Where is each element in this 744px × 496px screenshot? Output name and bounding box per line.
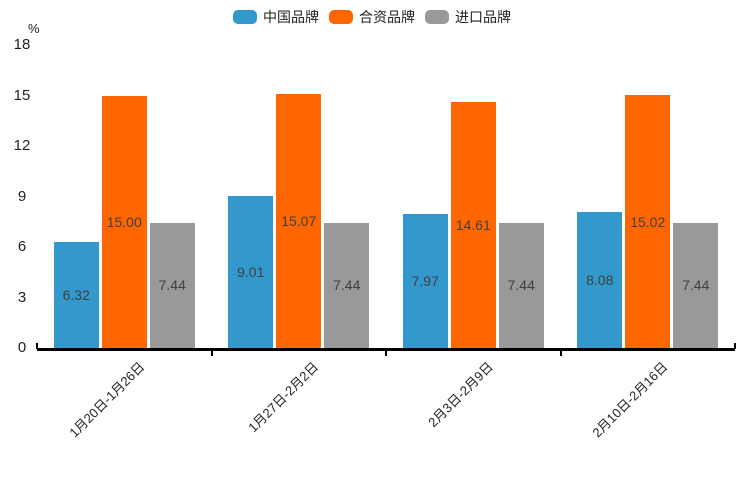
x-tick-label: 2月3日-2月9日 [425,359,496,431]
y-tick-label: 0 [17,339,27,356]
x-tick-label: 2月10日-2月16日 [589,359,671,441]
bar-value-label: 6.32 [62,286,90,303]
legend-item-1[interactable]: 合资品牌 [329,10,415,24]
legend-label: 合资品牌 [359,9,415,25]
bar-value-label: 15.07 [281,213,317,230]
bar-value-label: 8.08 [586,272,614,288]
bar-value-label: 9.01 [237,264,265,281]
bar-s0-g0: 6.32 [53,241,99,348]
x-axis-tick [210,351,213,356]
x-axis-left-cap [36,343,38,349]
bar-s2-g2: 7.44 [498,222,544,348]
bar-value-label: 7.44 [507,277,535,294]
bar-s2-g3: 7.44 [673,222,719,348]
bar-value-label: 7.44 [333,277,361,294]
bar-s1-g1: 15.07 [276,94,322,348]
legend-item-0[interactable]: 中国品牌 [233,10,319,24]
x-axis-tick [385,351,387,356]
bar-s0-g3: 8.08 [577,212,623,348]
bar-value-label: 7.44 [158,277,186,294]
legend: 中国品牌 合资品牌 进口品牌 [0,10,744,24]
y-tick-label: 12 [13,137,31,154]
bar-s0-g2: 7.97 [402,213,448,348]
bar-s0-g1: 9.01 [228,196,274,348]
x-axis-right-cap [734,343,736,349]
y-tick-label: 9 [17,187,27,205]
plot-area: 6.32 15.00 7.44 9.01 15.07 7.44 7.97 14.61 7.44 8… [36,45,736,356]
bar-s2-g0: 7.44 [149,222,195,348]
bar-value-label: 15.02 [630,213,666,230]
x-tick-label: 1月20日-1月26日 [65,359,147,441]
legend-swatch-icon [233,10,257,24]
bar-value-label: 14.61 [455,217,491,234]
bar-s1-g3: 15.02 [625,95,671,348]
y-tick-label: 15 [13,86,31,104]
bar-value-label: 7.44 [682,277,710,294]
bar-s1-g0: 15.00 [101,95,147,348]
legend-swatch-icon [425,10,449,24]
y-tick-label: 18 [13,36,31,53]
x-tick-label: 1月27日-2月2日 [245,359,322,436]
bar-s1-g2: 14.61 [450,102,496,348]
legend-label: 进口品牌 [455,9,511,25]
legend-label: 中国品牌 [263,9,319,25]
y-tick-label: 6 [17,238,27,255]
bar-s2-g1: 7.44 [324,222,370,348]
y-tick-label: 3 [17,288,27,306]
legend-swatch-icon [329,10,353,24]
bar-value-label: 7.97 [411,272,439,289]
x-axis-tick [559,351,562,356]
bar-value-label: 15.00 [106,213,142,230]
y-axis-unit-label: % [28,21,40,36]
legend-item-2[interactable]: 进口品牌 [425,10,511,24]
x-axis-line [37,348,735,351]
